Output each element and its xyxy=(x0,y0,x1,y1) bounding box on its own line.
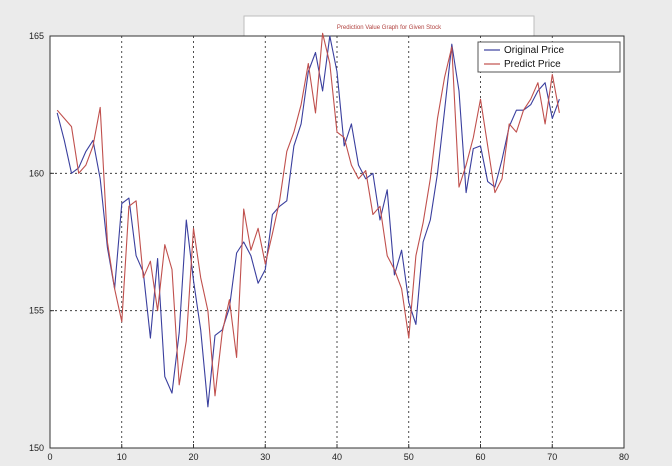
chart-title: Prediction Value Graph for Given Stock xyxy=(337,25,442,31)
x-tick-label: 0 xyxy=(47,452,52,462)
y-tick-label: 150 xyxy=(29,443,44,453)
x-tick-label: 70 xyxy=(547,452,557,462)
axis-ticks: 0 10 20 30 40 50 60 70 80 150 155 160 165 xyxy=(29,31,629,462)
legend-box xyxy=(477,41,621,73)
series-lines xyxy=(56,32,560,408)
x-tick-label: 30 xyxy=(260,452,270,462)
y-tick-label: 165 xyxy=(29,31,44,41)
x-tick-label: 10 xyxy=(117,452,127,462)
x-tick-label: 50 xyxy=(404,452,414,462)
legend-label-predict: Predict Price xyxy=(504,59,561,70)
x-tick-label: 40 xyxy=(332,452,342,462)
x-tick-label: 60 xyxy=(475,452,485,462)
series-line-original-price xyxy=(56,35,560,408)
grid xyxy=(50,36,624,448)
x-tick-label: 80 xyxy=(619,452,629,462)
y-tick-label: 155 xyxy=(29,306,44,316)
series-line-predict-price xyxy=(56,32,560,397)
legend: Original Price Predict Price xyxy=(477,41,621,73)
y-tick-label: 160 xyxy=(29,168,44,178)
legend-label-original: Original Price xyxy=(504,45,564,56)
x-tick-label: 20 xyxy=(188,452,198,462)
